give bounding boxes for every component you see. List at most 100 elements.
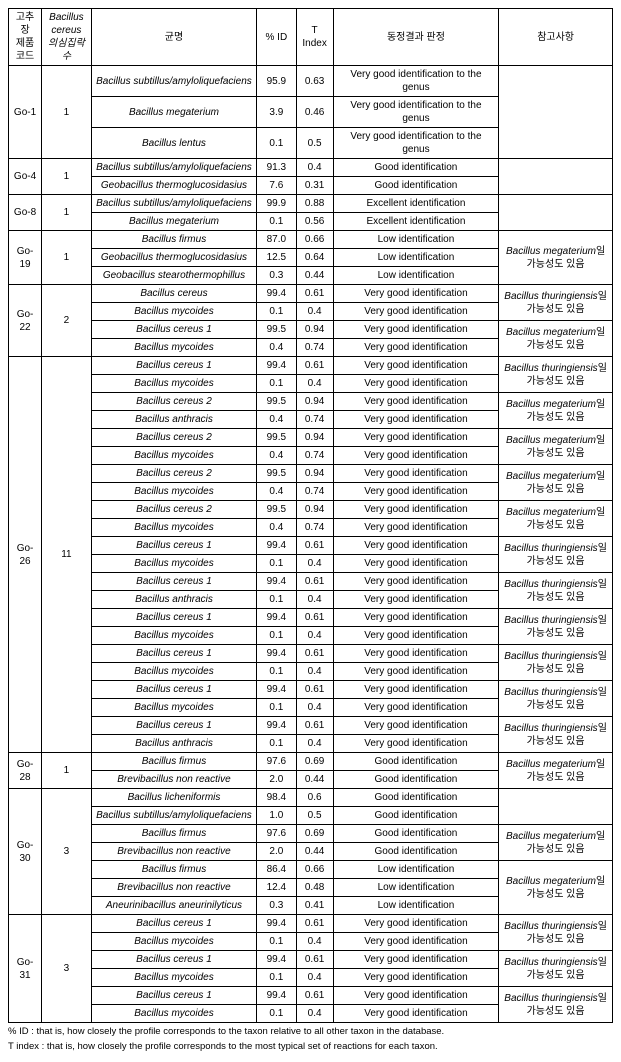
cell-tindex: 0.41 (296, 897, 333, 915)
cell-result: Low identification (333, 879, 498, 897)
cell-species: Bacillus cereus 1 (91, 573, 256, 591)
cell-species: Bacillus mycoides (91, 627, 256, 645)
cell-tindex: 0.64 (296, 249, 333, 267)
cell-tindex: 0.61 (296, 573, 333, 591)
table-row: Go-313Bacillus cereus 199.40.61Very good… (9, 915, 613, 933)
header-suspect: Bacilluscereus의심집락 수 (42, 9, 92, 66)
cell-tindex: 0.4 (296, 375, 333, 393)
cell-tindex: 0.74 (296, 411, 333, 429)
cell-tindex: 0.61 (296, 357, 333, 375)
cell-tindex: 0.61 (296, 285, 333, 303)
cell-pid: 99.4 (257, 537, 296, 555)
cell-remark: Bacillus thuringiensis일 가능성도 있음 (499, 987, 613, 1023)
cell-species: Bacillus firmus (91, 753, 256, 771)
cell-result: Very good identification (333, 537, 498, 555)
cell-remark (499, 66, 613, 159)
cell-species: Bacillus cereus 1 (91, 321, 256, 339)
cell-result: Low identification (333, 897, 498, 915)
identification-table: 고추장제품코드 Bacilluscereus의심집락 수 균명 % ID TIn… (8, 8, 613, 1023)
cell-pid: 95.9 (257, 66, 296, 97)
cell-tindex: 0.4 (296, 591, 333, 609)
cell-pid: 2.0 (257, 843, 296, 861)
cell-species: Bacillus cereus 1 (91, 951, 256, 969)
cell-pid: 99.4 (257, 573, 296, 591)
table-row: Bacillus firmus97.60.69Good identificati… (9, 825, 613, 843)
cell-result: Good identification (333, 159, 498, 177)
cell-tindex: 0.5 (296, 128, 333, 159)
cell-tindex: 0.74 (296, 483, 333, 501)
cell-species: Bacillus subtillus/amyloliquefaciens (91, 195, 256, 213)
cell-tindex: 0.94 (296, 429, 333, 447)
cell-tindex: 0.44 (296, 267, 333, 285)
cell-pid: 0.1 (257, 969, 296, 987)
cell-species: Bacillus cereus 2 (91, 501, 256, 519)
cell-pid: 97.6 (257, 753, 296, 771)
table-row: Bacillus cereus 299.50.94Very good ident… (9, 429, 613, 447)
cell-species: Bacillus cereus 2 (91, 429, 256, 447)
cell-species: Bacillus cereus 1 (91, 987, 256, 1005)
table-row: Go-281Bacillus firmus97.60.69Good identi… (9, 753, 613, 771)
cell-code: Go-19 (9, 231, 42, 285)
cell-species: Bacillus firmus (91, 825, 256, 843)
cell-tindex: 0.63 (296, 66, 333, 97)
cell-result: Good identification (333, 843, 498, 861)
cell-result: Low identification (333, 861, 498, 879)
cell-remark: Bacillus thuringiensis일 가능성도 있음 (499, 717, 613, 753)
cell-pid: 3.9 (257, 97, 296, 128)
cell-result: Good identification (333, 771, 498, 789)
cell-species: Bacillus mycoides (91, 303, 256, 321)
cell-tindex: 0.61 (296, 717, 333, 735)
cell-tindex: 0.66 (296, 231, 333, 249)
table-row: Go-11Bacillus subtillus/amyloliquefacien… (9, 66, 613, 97)
table-row: Bacillus cereus 199.40.61Very good ident… (9, 987, 613, 1005)
cell-tindex: 0.74 (296, 339, 333, 357)
cell-tindex: 0.94 (296, 393, 333, 411)
cell-species: Bacillus mycoides (91, 699, 256, 717)
header-result: 동정결과 판정 (333, 9, 498, 66)
cell-pid: 99.5 (257, 429, 296, 447)
table-row: Bacillus firmus86.40.66Low identificatio… (9, 861, 613, 879)
cell-code: Go-1 (9, 66, 42, 159)
cell-pid: 0.4 (257, 483, 296, 501)
cell-result: Good identification (333, 807, 498, 825)
cell-pid: 0.1 (257, 375, 296, 393)
cell-remark: Bacillus megaterium일 가능성도 있음 (499, 393, 613, 429)
table-row: Go-191Bacillus firmus87.00.66Low identif… (9, 231, 613, 249)
cell-pid: 91.3 (257, 159, 296, 177)
cell-species: Bacillus anthracis (91, 735, 256, 753)
cell-tindex: 0.94 (296, 465, 333, 483)
cell-count: 1 (42, 753, 92, 789)
cell-code: Go-28 (9, 753, 42, 789)
cell-count: 1 (42, 231, 92, 285)
cell-tindex: 0.61 (296, 645, 333, 663)
table-body: Go-1 1 Bacillus subtillus/amyloliquefacien… (9, 66, 613, 1023)
cell-remark (499, 195, 613, 231)
cell-pid: 99.4 (257, 717, 296, 735)
table-row: Go-81Bacillus subtillus/amyloliquefacien… (9, 195, 613, 213)
cell-tindex: 0.4 (296, 555, 333, 573)
cell-result: Very good identification (333, 591, 498, 609)
header-name: 균명 (91, 9, 256, 66)
cell-result: Good identification (333, 753, 498, 771)
table-row: Bacillus cereus 199.40.61Very good ident… (9, 537, 613, 555)
header-code: 고추장제품코드 (9, 9, 42, 66)
table-row: Go-222Bacillus cereus99.40.61Very good i… (9, 285, 613, 303)
cell-species: Bacillus mycoides (91, 447, 256, 465)
cell-species: Bacillus mycoides (91, 375, 256, 393)
cell-count: 2 (42, 285, 92, 357)
cell-species: Bacillus subtillus/amyloliquefaciens (91, 807, 256, 825)
cell-tindex: 0.61 (296, 681, 333, 699)
cell-pid: 99.5 (257, 465, 296, 483)
cell-tindex: 0.4 (296, 933, 333, 951)
cell-species: Bacillus cereus 1 (91, 681, 256, 699)
cell-species: Bacillus mycoides (91, 483, 256, 501)
cell-pid: 97.6 (257, 825, 296, 843)
cell-result: Very good identification (333, 447, 498, 465)
cell-tindex: 0.61 (296, 915, 333, 933)
table-row: Bacillus cereus 299.50.94Very good ident… (9, 501, 613, 519)
table-row: Bacillus cereus 199.40.61Very good ident… (9, 609, 613, 627)
cell-result: Very good identification (333, 285, 498, 303)
cell-code: Go-26 (9, 357, 42, 753)
cell-tindex: 0.31 (296, 177, 333, 195)
cell-result: Very good identification (333, 987, 498, 1005)
